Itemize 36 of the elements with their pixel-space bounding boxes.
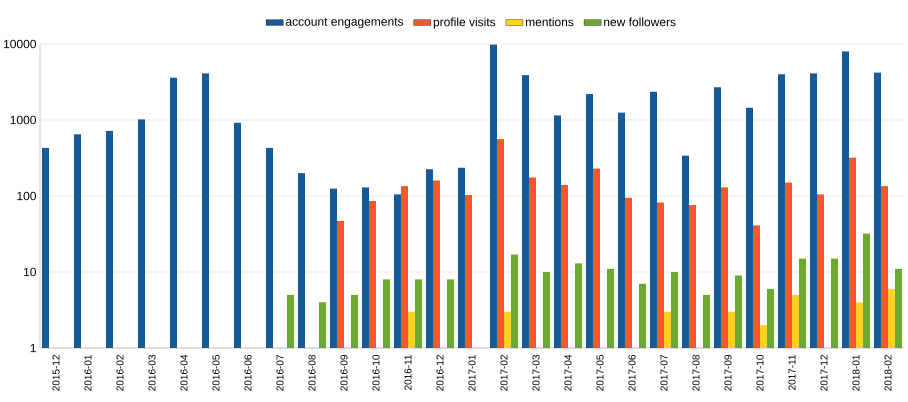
x-tick-label: 2017-06 [628, 354, 636, 391]
x-tick-label: 2017-12 [820, 355, 828, 391]
x-tick-label: 2017-02 [500, 355, 508, 391]
x-tick-label: 2017-11 [788, 355, 796, 390]
x-tick-label: 2016-10 [372, 354, 380, 391]
x-tick-label: 2017-05 [596, 354, 604, 391]
legend-label: mentions [526, 17, 574, 26]
x-tick-label: 2016-11 [404, 355, 412, 390]
x-tick-label: 2016-08 [308, 354, 316, 391]
x-tick-label: 2017-10 [756, 354, 764, 391]
y-tick-label: 100 [17, 192, 36, 200]
x-tick-label: 2017-09 [724, 354, 732, 391]
x-tick-label: 2016-09 [340, 354, 348, 391]
x-tick-label: 2016-03 [148, 354, 156, 391]
x-tick-label: 2018-01 [852, 355, 860, 391]
x-tick-label: 2018-02 [884, 355, 892, 391]
x-tick-label: 2016-07 [276, 355, 284, 391]
x-tick-label: 2017-04 [564, 354, 572, 391]
legend-label: account engagements [286, 18, 404, 28]
x-tick-label: 2017-03 [532, 354, 540, 391]
x-tick-label: 2017-07 [660, 355, 668, 391]
legend-label: new followers [604, 17, 676, 26]
x-tick-label: 2015-12 [52, 355, 60, 391]
legend-label: profile visits [434, 17, 496, 29]
y-tick-label: 10 [24, 268, 36, 276]
x-tick-label: 2016-01 [84, 355, 92, 391]
x-tick-label: 2016-02 [116, 355, 124, 391]
x-tick-label: 2017-08 [692, 354, 700, 391]
y-tick-label: 1000 [10, 116, 36, 124]
x-tick-label: 2017-01 [468, 355, 476, 391]
x-tick-label: 2016-12 [436, 355, 444, 391]
x-tick-label: 2016-06 [244, 354, 252, 391]
x-tick-label: 2016-05 [212, 354, 220, 391]
y-tick-label: 1 [30, 344, 36, 352]
y-tick-label: 10000 [4, 40, 36, 48]
x-tick-label: 2016-04 [180, 354, 188, 391]
